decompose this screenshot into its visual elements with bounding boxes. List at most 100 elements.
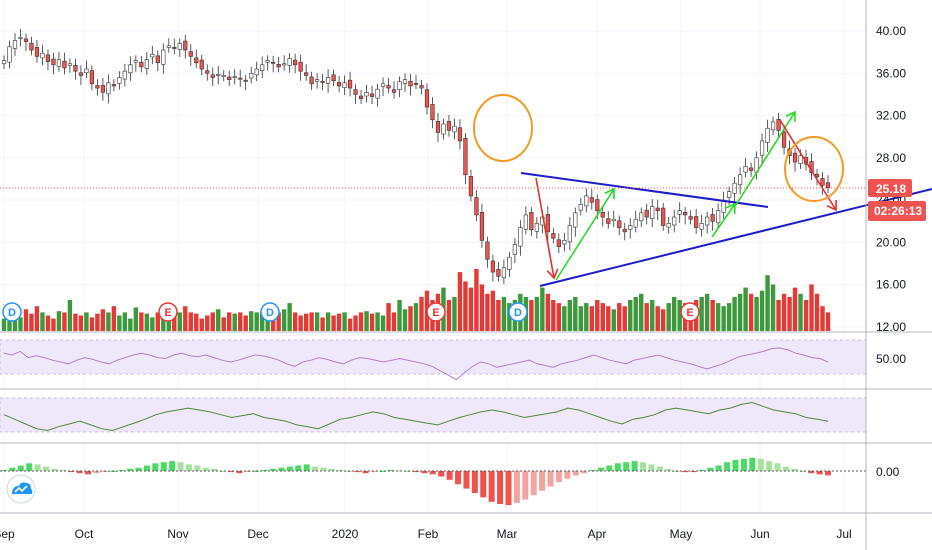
highlight-circle[interactable] xyxy=(473,94,533,162)
volume-bar xyxy=(732,296,737,331)
candle-body xyxy=(249,72,254,79)
cloud-chart-icon[interactable] xyxy=(6,474,36,504)
candle-body xyxy=(347,79,353,89)
volume-bar xyxy=(562,306,567,331)
upper-trend-line[interactable] xyxy=(520,172,769,208)
candle-body xyxy=(287,58,292,66)
macd-bar xyxy=(648,464,655,471)
volume-bar xyxy=(704,293,710,331)
candle-body xyxy=(424,89,430,108)
volume-bar xyxy=(336,313,342,331)
candle-body xyxy=(194,57,199,64)
macd-bar xyxy=(152,463,159,471)
candle-body xyxy=(282,63,287,66)
macd-bar xyxy=(244,471,251,473)
down-arrow-2[interactable] xyxy=(779,119,837,212)
volume-bar xyxy=(188,312,193,331)
candle-body xyxy=(441,123,446,135)
macd-bar xyxy=(446,471,453,480)
rsi1-level-label: 50.00 xyxy=(876,352,906,366)
svg-text:D: D xyxy=(514,307,522,319)
volume-bar xyxy=(397,300,402,331)
volume-bar xyxy=(139,312,144,331)
up-arrow-2[interactable] xyxy=(711,202,736,238)
macd-bar xyxy=(34,464,41,471)
time-axis[interactable]: Sep Oct Nov Dec 2020 Feb Mar Apr May Jun Jul xyxy=(0,527,852,541)
macd-bar xyxy=(135,467,142,471)
candle-body xyxy=(199,59,204,70)
candle-body xyxy=(419,85,424,89)
volume-bar xyxy=(364,311,369,331)
candle-body xyxy=(688,216,693,220)
macd-bar xyxy=(522,471,529,500)
candle-body xyxy=(820,178,825,186)
volume-bar xyxy=(314,312,320,331)
volume-bar xyxy=(573,296,578,331)
macd-bar xyxy=(320,467,327,471)
candle-body xyxy=(150,53,155,58)
highlight-circle[interactable] xyxy=(784,136,844,202)
volume-bar xyxy=(29,313,34,331)
candle-body xyxy=(210,74,215,78)
candle-body xyxy=(738,174,743,186)
macd-bar xyxy=(564,471,571,479)
volume-bar xyxy=(644,303,649,331)
candle-body xyxy=(183,40,188,51)
volume-bar xyxy=(172,315,177,331)
down-arrow-1[interactable] xyxy=(535,177,559,280)
candle-body xyxy=(474,197,479,216)
earnings-marker[interactable]: E xyxy=(426,302,446,322)
candle-body xyxy=(551,233,556,239)
volume-bar xyxy=(776,300,781,331)
up-arrow-1[interactable] xyxy=(555,187,615,281)
candle-body xyxy=(23,38,29,42)
volume-bar xyxy=(150,317,155,331)
volume-bar xyxy=(177,312,182,331)
earnings-marker[interactable]: E xyxy=(680,302,700,322)
macd-bar xyxy=(597,467,604,471)
volume-bar xyxy=(265,313,270,331)
volume-bar xyxy=(699,296,704,331)
volume-bar xyxy=(95,313,100,331)
macd-bar xyxy=(606,465,613,471)
volume-bar xyxy=(298,315,303,331)
time-tick-label: Mar xyxy=(497,527,518,541)
svg-text:D: D xyxy=(266,307,274,319)
volume-bar xyxy=(419,296,424,331)
volume-bar xyxy=(62,312,67,331)
earnings-marker[interactable]: E xyxy=(158,302,178,322)
candle-body xyxy=(238,77,243,80)
volume-bar xyxy=(199,318,204,331)
volume-bar xyxy=(56,311,62,331)
macd-bar xyxy=(211,468,218,471)
volume-bar xyxy=(353,315,358,331)
candle-body xyxy=(172,47,177,49)
volume-bar xyxy=(611,309,616,331)
macd-bar xyxy=(85,471,92,475)
dividend-marker[interactable]: D xyxy=(260,302,280,322)
candle-body xyxy=(166,45,171,48)
dividend-marker[interactable]: D xyxy=(2,302,22,322)
macd-bar xyxy=(724,462,731,471)
volume-bar xyxy=(386,303,391,331)
lower-trend-line[interactable] xyxy=(539,188,932,287)
candle-body xyxy=(7,46,12,63)
volume-bar xyxy=(84,312,89,331)
candle-body xyxy=(342,82,347,88)
macd-bar xyxy=(505,471,512,506)
volume-bar xyxy=(111,306,117,331)
volume-bar xyxy=(726,303,732,331)
dividend-marker[interactable]: D xyxy=(508,302,528,322)
macd-bar xyxy=(421,471,428,474)
macd-bar xyxy=(698,469,705,471)
candle-body xyxy=(336,81,342,87)
candle-body xyxy=(529,212,534,231)
candle-body xyxy=(534,223,539,232)
candle-body xyxy=(386,85,391,89)
volume-bar xyxy=(133,307,139,331)
price-tick-label: 32.00 xyxy=(876,109,906,123)
candle-body xyxy=(326,77,331,84)
candle-body xyxy=(161,49,166,65)
